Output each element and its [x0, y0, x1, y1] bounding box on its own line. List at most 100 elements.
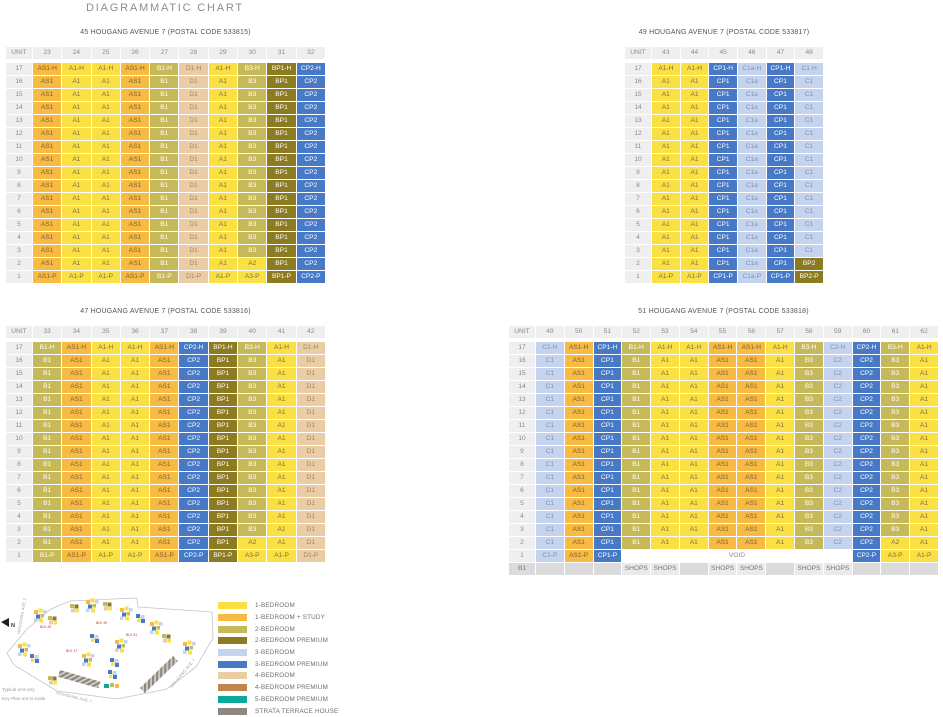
- unit-cell: C1: [795, 206, 823, 218]
- unit-cell: A1: [766, 511, 795, 523]
- unit-cell: AS1: [120, 115, 150, 127]
- unit-cell: A1: [910, 407, 938, 419]
- unit-cell: AS1: [564, 511, 593, 523]
- floor-label: 17: [6, 342, 32, 354]
- unit-cell: CP2: [852, 394, 881, 406]
- floor-label: 9: [625, 167, 651, 179]
- unit-cell: C1a: [737, 141, 766, 153]
- unit-cell: A1: [680, 102, 709, 114]
- legend-item: 1-BEDROOM: [218, 600, 338, 612]
- unit-cell: CP1: [766, 102, 795, 114]
- legend-swatch: [218, 637, 247, 645]
- unit-cell: A1: [120, 498, 150, 510]
- unit-cell: CP1: [593, 446, 622, 458]
- unit-cell: CP1: [709, 245, 737, 257]
- unit-number-header: 35: [91, 326, 120, 338]
- floor-label: 11: [6, 141, 32, 153]
- legend-swatch: [218, 672, 247, 680]
- unit-cell: A1: [651, 511, 679, 523]
- unit-cell: A1: [62, 154, 91, 166]
- unit-cell: CP1: [709, 76, 737, 88]
- unit-cell: A1: [651, 537, 679, 549]
- basement-band-cell: [593, 563, 622, 575]
- unit-cell: CP2: [179, 459, 208, 471]
- unit-cell: AS1: [708, 459, 737, 471]
- unit-cell: BP1: [267, 167, 296, 179]
- unit-cell: A1: [91, 407, 120, 419]
- unit-cell: C1a-P: [737, 271, 766, 283]
- unit-cell: B3-H: [881, 342, 910, 354]
- unit-cell: CP2: [179, 524, 208, 536]
- floor-label: 7: [625, 193, 651, 205]
- shops-cell: SHOPS: [737, 563, 766, 575]
- unit-cell: A3-P: [238, 550, 267, 562]
- unit-cell: A1: [62, 180, 91, 192]
- unit-cell: CP1: [709, 128, 737, 140]
- floor-label: 10: [6, 433, 32, 445]
- unit-cell: B3: [238, 498, 267, 510]
- floor-label: 2: [625, 258, 651, 270]
- unit-cell: CP1: [593, 381, 622, 393]
- unit-cell: A1: [267, 511, 296, 523]
- unit-cell: B3: [238, 193, 267, 205]
- unit-cell: CP1: [593, 394, 622, 406]
- unit-cell: A1: [679, 407, 708, 419]
- unit-cell: A1: [766, 524, 795, 536]
- unit-number-header: 41: [267, 326, 296, 338]
- unit-cell: CP1: [709, 167, 737, 179]
- unit-cell: BP1: [267, 141, 296, 153]
- unit-cell: CP2: [852, 368, 881, 380]
- unit-cell: B1: [150, 258, 179, 270]
- unit-cell: A1: [267, 381, 296, 393]
- unit-cell: A1: [120, 459, 150, 471]
- unit-cell: A1: [91, 485, 120, 497]
- unit-cell: D1: [179, 232, 208, 244]
- unit-cell: C1a: [737, 258, 766, 270]
- unit-number-header: 28: [179, 47, 208, 59]
- floor-label: 16: [6, 76, 32, 88]
- unit-cell: AS1: [150, 459, 179, 471]
- unit-cell: BP1: [208, 511, 238, 523]
- stack-table: UNIT 33 34 35 36 37 38 39 40 41 42 17 B1-H AS1-H A1-H A…: [5, 325, 326, 563]
- unit-cell: A1: [652, 193, 680, 205]
- unit-number-header: 61: [881, 326, 910, 338]
- unit-cell: B3: [238, 115, 267, 127]
- unit-cell: A1: [680, 76, 709, 88]
- unit-cell: D1: [296, 433, 325, 445]
- unit-cell: D1: [179, 180, 208, 192]
- unit-number-header: 50: [564, 326, 593, 338]
- unit-cell: B1: [622, 420, 651, 432]
- unit-cell: A1: [910, 498, 938, 510]
- unit-cell: BP1: [267, 193, 296, 205]
- unit-cell: CP2: [296, 154, 325, 166]
- floor-label: 17: [6, 63, 32, 75]
- unit-cell: D1: [179, 141, 208, 153]
- shops-cell: SHOPS: [823, 563, 852, 575]
- unit-cell: B3: [238, 232, 267, 244]
- unit-cell: AS1: [708, 407, 737, 419]
- unit-number-header: 58: [795, 326, 823, 338]
- unit-cell: A1: [120, 381, 150, 393]
- unit-cell: AS1: [62, 511, 91, 523]
- unit-cell: CP2: [296, 76, 325, 88]
- unit-cell: CP2: [296, 232, 325, 244]
- unit-cell: CP2-H: [296, 63, 325, 75]
- unit-cell: D1: [296, 355, 325, 367]
- unit-cell: AS1-H: [33, 63, 62, 75]
- unit-cell: B1: [622, 394, 651, 406]
- unit-cell: C1: [536, 407, 564, 419]
- unit-cell: CP2: [179, 381, 208, 393]
- unit-cell: C1: [795, 245, 823, 257]
- unit-cell: AS1: [62, 459, 91, 471]
- unit-cell: C2: [823, 368, 852, 380]
- unit-cell: AS1: [62, 446, 91, 458]
- unit-cell: BP1: [208, 394, 238, 406]
- unit-cell: C2: [823, 459, 852, 471]
- unit-cell: CP2: [296, 89, 325, 101]
- unit-number-header: 32: [296, 47, 325, 59]
- unit-cell: AS1: [150, 537, 179, 549]
- unit-cell: D1: [296, 524, 325, 536]
- unit-cell: B1: [150, 128, 179, 140]
- unit-cell: CP2: [296, 167, 325, 179]
- unit-cell: A2: [238, 258, 267, 270]
